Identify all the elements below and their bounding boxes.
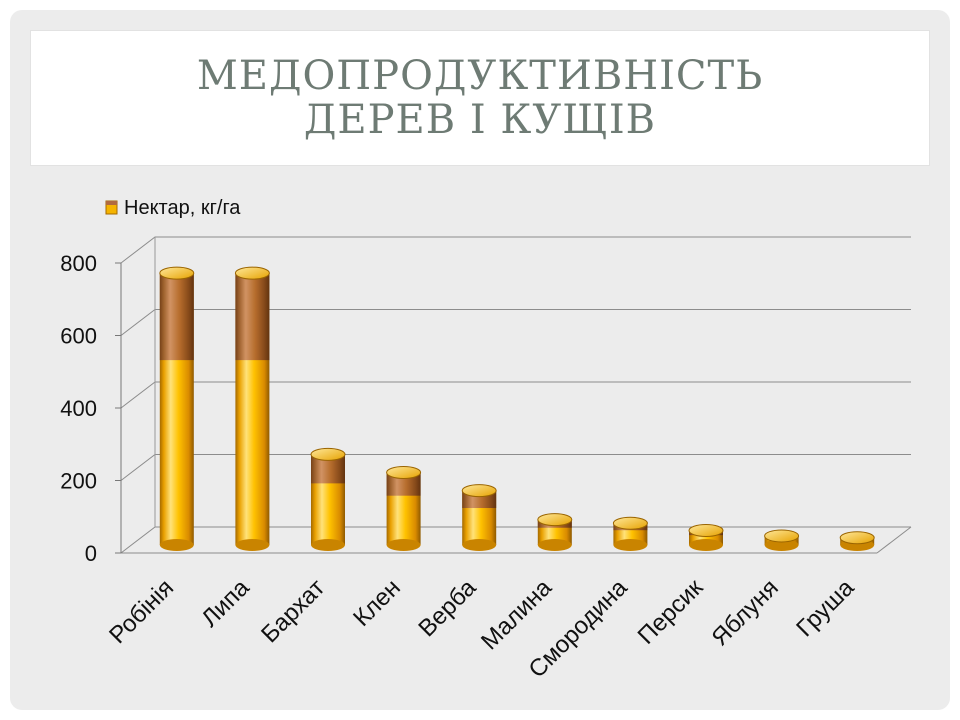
y-tick-label-800: 800 <box>60 251 97 276</box>
category-label-5: Верба <box>413 574 482 643</box>
bar-7 <box>612 516 648 551</box>
bar-collar <box>235 273 270 361</box>
category-label-1: Робінія <box>104 574 179 649</box>
bar-cap <box>537 513 573 527</box>
bar-base <box>689 539 723 551</box>
bar-base <box>159 539 194 551</box>
category-label-4: Клен <box>348 574 406 632</box>
legend-label-nectar: Нектар, кг/га <box>124 197 241 219</box>
bar-base <box>764 539 799 551</box>
bar-8 <box>688 524 724 551</box>
bar-cap <box>839 531 875 545</box>
category-label-8: Персик <box>633 574 709 650</box>
bar-6 <box>537 513 573 551</box>
bar-base <box>386 539 421 551</box>
chart-axes <box>115 237 156 554</box>
category-label-10: Груша <box>791 574 860 643</box>
bar-cap <box>688 524 724 537</box>
y-tick-label-0: 0 <box>85 541 97 566</box>
legend-swatch-cap <box>106 201 117 205</box>
bar-2 <box>234 266 270 551</box>
bar-4 <box>386 466 422 551</box>
bar-9 <box>764 529 800 551</box>
y-tick-label-600: 600 <box>60 324 97 349</box>
bar-base <box>537 539 572 551</box>
slide-title-line-1: МЕДОПРОДУКТИВНІСТЬ <box>196 53 764 99</box>
bar-collar <box>386 472 421 496</box>
floor-right-edge <box>876 526 912 554</box>
y-tick-label-400: 400 <box>60 396 97 421</box>
x-axis-category-labels: Робінія Липа Бархат Клен ВербаМалинаСмородин… <box>104 574 860 684</box>
bar-cap <box>386 466 422 479</box>
chart-bars <box>159 266 875 551</box>
bar-base <box>235 539 270 551</box>
bar-cap <box>612 516 648 530</box>
bar-10 <box>839 531 875 551</box>
bar-base <box>462 539 497 551</box>
y-tick-label-200: 200 <box>60 469 97 494</box>
title-box: МЕДОПРОДУКТИВНІСТЬ ДЕРЕВ І КУЩІВ <box>30 30 930 166</box>
bar-cap <box>764 529 800 543</box>
category-label-3: Бархат <box>256 574 330 648</box>
category-label-2: Липа <box>196 574 255 633</box>
bar-3 <box>310 447 346 551</box>
gridline-800 <box>120 236 911 264</box>
bar-collar <box>159 273 194 361</box>
chart-legend: Нектар, кг/га <box>105 197 241 219</box>
bar-base <box>613 539 648 551</box>
y-axis-tick-labels: 0 200 400 600 800 <box>60 251 97 566</box>
bar-cap <box>159 266 195 280</box>
bar-cap <box>234 266 270 280</box>
bar-1 <box>159 266 195 551</box>
bar-cap <box>461 484 497 498</box>
bar-base <box>311 539 345 551</box>
category-label-9: Яблуня <box>707 574 784 651</box>
slide-title-line-2: ДЕРЕВ І КУЩІВ <box>303 97 657 143</box>
bar-cap <box>310 447 346 461</box>
bar-5 <box>461 484 497 551</box>
